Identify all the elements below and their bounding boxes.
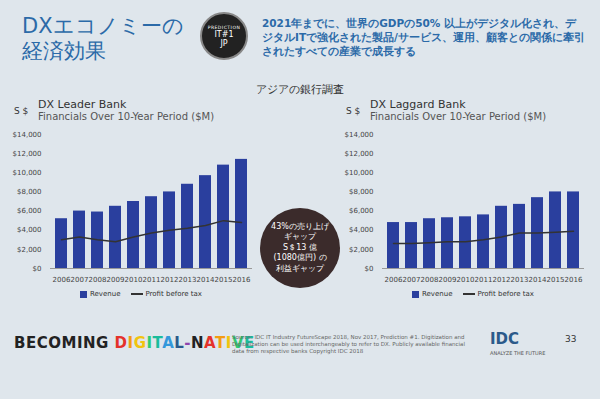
html-text:Revenue: Revenue bbox=[422, 290, 453, 298]
html-text:Revenue: Revenue bbox=[90, 290, 121, 298]
svg-text:2016: 2016 bbox=[565, 276, 583, 284]
svg-text:$14,000: $14,000 bbox=[13, 131, 42, 139]
svg-text:$6,000: $6,000 bbox=[17, 207, 42, 215]
svg-text:$10,000: $10,000 bbox=[13, 169, 42, 177]
html-text:Profit before tax: Profit before tax bbox=[477, 290, 534, 298]
svg-text:$4,000: $4,000 bbox=[349, 226, 374, 234]
html-text:IT#1: IT#1 bbox=[214, 29, 234, 39]
html-text:33: 33 bbox=[565, 334, 577, 344]
svg-text:2016: 2016 bbox=[233, 276, 251, 284]
svg-text:$6,000: $6,000 bbox=[349, 207, 374, 215]
html-text:Financials Over 10-Year Period: Financials Over 10-Year Period ($M) bbox=[38, 111, 215, 122]
html-text:利益ギャップ: 利益ギャップ bbox=[276, 263, 324, 273]
html-text:ANALYZE THE FUTURE: ANALYZE THE FUTURE bbox=[490, 350, 546, 356]
svg-text:2013: 2013 bbox=[179, 276, 197, 284]
svg-text:$2,000: $2,000 bbox=[17, 246, 42, 254]
html-text:(1080億円) の: (1080億円) の bbox=[273, 253, 327, 263]
svg-text:$12,000: $12,000 bbox=[13, 150, 42, 158]
html-text:S $: S $ bbox=[346, 106, 361, 116]
svg-text:2008: 2008 bbox=[421, 276, 439, 284]
svg-text:$0: $0 bbox=[365, 265, 374, 273]
html-text:Profit before tax: Profit before tax bbox=[145, 290, 202, 298]
svg-text:2011: 2011 bbox=[475, 276, 493, 284]
svg-text:2013: 2013 bbox=[511, 276, 529, 284]
svg-text:2014: 2014 bbox=[529, 276, 547, 284]
svg-text:$2,000: $2,000 bbox=[349, 246, 374, 254]
html-text:Source: IDC IT Industry Future: Source: IDC IT Industry FutureScape 2018… bbox=[232, 334, 465, 354]
svg-text:2009: 2009 bbox=[439, 276, 457, 284]
svg-text:2010: 2010 bbox=[125, 276, 143, 284]
html-text:ギャップ: ギャップ bbox=[284, 232, 316, 242]
svg-text:2012: 2012 bbox=[161, 276, 179, 284]
svg-text:2007: 2007 bbox=[403, 276, 421, 284]
html-text:Financials Over 10-Year Period: Financials Over 10-Year Period ($M) bbox=[370, 111, 547, 122]
svg-text:$14,000: $14,000 bbox=[345, 131, 374, 139]
svg-text:$10,000: $10,000 bbox=[345, 169, 374, 177]
html-text:S $: S $ bbox=[14, 106, 29, 116]
svg-text:$8,000: $8,000 bbox=[349, 188, 374, 196]
svg-text:2008: 2008 bbox=[89, 276, 107, 284]
svg-text:$4,000: $4,000 bbox=[17, 226, 42, 234]
html-text:PREDICTION: PREDICTION bbox=[207, 24, 241, 30]
svg-text:2009: 2009 bbox=[107, 276, 125, 284]
svg-text:$8,000: $8,000 bbox=[17, 188, 42, 196]
svg-text:2010: 2010 bbox=[457, 276, 475, 284]
html-text:IDC: IDC bbox=[490, 330, 519, 348]
svg-text:2014: 2014 bbox=[197, 276, 215, 284]
html-text:2021年までに、世界のGDPの50% 以上がデジタル化され: 2021年までに、世界のGDPの50% 以上がデジタル化され、デジタルITで強化… bbox=[262, 17, 585, 57]
html-text:経済効果: 経済効果 bbox=[22, 39, 106, 63]
html-text:DX Leader Bank: DX Leader Bank bbox=[38, 98, 127, 111]
html-text:JP: JP bbox=[220, 38, 228, 48]
svg-text:$12,000: $12,000 bbox=[345, 150, 374, 158]
html-text:43%の売り上げ: 43%の売り上げ bbox=[271, 221, 329, 231]
svg-text:2012: 2012 bbox=[493, 276, 511, 284]
html-text:アジアの銀行調査: アジアの銀行調査 bbox=[256, 83, 344, 96]
html-text:DXエコノミーの: DXエコノミーの bbox=[22, 14, 184, 38]
svg-text:2011: 2011 bbox=[143, 276, 161, 284]
svg-text:2006: 2006 bbox=[385, 276, 403, 284]
svg-text:2007: 2007 bbox=[71, 276, 89, 284]
svg-text:2006: 2006 bbox=[53, 276, 71, 284]
svg-text:$0: $0 bbox=[33, 265, 42, 273]
svg-text:2015: 2015 bbox=[215, 276, 233, 284]
svg-text:2015: 2015 bbox=[547, 276, 565, 284]
html-text:S＄13 億: S＄13 億 bbox=[283, 242, 317, 252]
html-text:DX Laggard Bank: DX Laggard Bank bbox=[370, 98, 466, 111]
html-text:B E C O M I N G D I G I T A L: B E C O M I N G D I G I T A L - N A T I … bbox=[14, 334, 255, 352]
